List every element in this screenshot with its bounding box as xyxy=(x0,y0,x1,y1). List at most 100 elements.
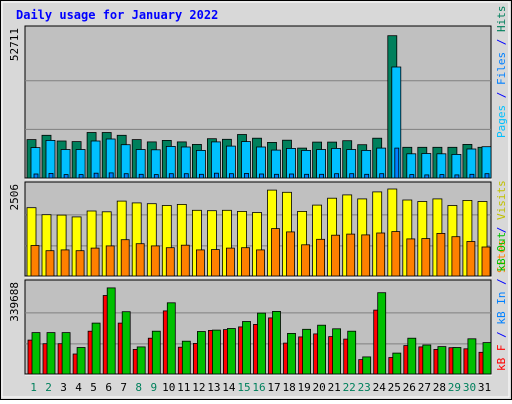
bar-sites-day-31 xyxy=(481,246,491,277)
bar-pages-day-7 xyxy=(123,173,129,179)
x-tick-label-9: 9 xyxy=(150,381,157,394)
legend-segment-0: Pages xyxy=(495,105,508,138)
bar-sites-day-25 xyxy=(391,231,401,277)
bar-sites-day-15 xyxy=(241,247,250,277)
bar-pages-day-21 xyxy=(334,173,340,179)
bar-pages-day-1 xyxy=(33,173,39,179)
legend-segment-0: Sites xyxy=(495,240,508,273)
bar-sites-day-29 xyxy=(451,236,461,277)
bar-files-day-27 xyxy=(421,153,432,179)
x-tick-label-27: 27 xyxy=(418,381,431,394)
legend-segment-2: kB In xyxy=(495,292,508,325)
bar-pages-day-10 xyxy=(168,173,174,179)
bar-sites-day-27 xyxy=(421,238,431,277)
x-tick-label-18: 18 xyxy=(282,381,295,394)
bar-files-day-14 xyxy=(225,145,236,179)
panels-group: 52711 Pages / Files / Hits 2506 Sites / Vis… xyxy=(8,6,508,376)
bar-sites-day-2 xyxy=(45,250,55,277)
bar-files-day-8 xyxy=(135,149,146,179)
x-tick-label-29: 29 xyxy=(448,381,461,394)
x-tick-label-25: 25 xyxy=(388,381,401,394)
bar-files-day-5 xyxy=(90,140,101,179)
bar-sites-day-7 xyxy=(120,239,130,277)
bar-files-day-13 xyxy=(210,141,221,179)
bar-pages-day-24 xyxy=(379,173,385,179)
bar-kb-out-day-8 xyxy=(136,346,146,375)
x-tick-label-4: 4 xyxy=(75,381,82,394)
legend-segment-1: / xyxy=(495,85,508,105)
x-tick-label-2: 2 xyxy=(45,381,52,394)
panel-top-legend: Pages / Files / Hits xyxy=(495,6,508,139)
bar-pages-day-8 xyxy=(138,173,144,179)
legend-segment-3: / xyxy=(495,272,508,292)
x-tick-label-16: 16 xyxy=(252,381,265,394)
bar-sites-day-22 xyxy=(346,233,356,277)
x-axis-labels: 1 2 3 4 5 6 7 8 9 10 11 12 13 14 15 16 17 18 19 20 21 22 23 24 2… xyxy=(30,381,491,394)
bar-pages-day-14 xyxy=(228,173,234,179)
x-tick-label-31: 31 xyxy=(478,381,491,394)
legend-segment-4: Hits xyxy=(495,6,508,33)
x-tick-label-3: 3 xyxy=(60,381,67,394)
bar-sites-day-14 xyxy=(225,247,235,277)
x-tick-label-15: 15 xyxy=(237,381,250,394)
bar-sites-day-20 xyxy=(316,238,326,277)
x-tick-label-23: 23 xyxy=(358,381,371,394)
bar-pages-day-25 xyxy=(394,147,400,179)
bar-kb-out-day-4 xyxy=(76,347,86,375)
panel-top-ymax-label: 52711 xyxy=(8,28,21,61)
bar-kb-out-day-27 xyxy=(422,344,432,375)
bar-kb-out-day-26 xyxy=(407,337,417,375)
bar-sites-day-23 xyxy=(361,234,371,277)
bar-files-day-7 xyxy=(120,144,131,179)
legend-segment-1: / xyxy=(495,325,508,345)
panel-middle-legend: Sites / Visits xyxy=(495,180,508,273)
bar-pages-day-13 xyxy=(213,172,219,179)
bar-pages-day-17 xyxy=(274,173,279,179)
bar-sites-day-19 xyxy=(301,244,311,277)
x-tick-label-13: 13 xyxy=(207,381,220,394)
bar-pages-day-19 xyxy=(304,173,310,179)
bar-sites-day-12 xyxy=(195,249,205,277)
bar-files-day-15 xyxy=(241,141,251,179)
bar-sites-day-18 xyxy=(286,231,295,277)
bar-sites-day-4 xyxy=(75,250,85,277)
legend-segment-2: Files xyxy=(495,52,508,85)
bar-sites-day-28 xyxy=(436,232,446,277)
bar-files-day-1 xyxy=(30,147,41,179)
bar-kb-out-day-13 xyxy=(211,329,221,375)
chart-title: Daily usage for January 2022 xyxy=(16,8,218,22)
bar-files-day-18 xyxy=(286,147,296,179)
bar-sites-day-8 xyxy=(135,243,145,277)
bar-files-day-2 xyxy=(45,139,56,179)
outer-frame-highlight xyxy=(1,1,510,398)
bar-files-day-20 xyxy=(316,149,327,179)
bar-pages-day-9 xyxy=(153,174,159,179)
legend-segment-0: kB F xyxy=(495,345,508,372)
bar-pages-day-31 xyxy=(484,173,490,179)
x-tick-label-26: 26 xyxy=(403,381,416,394)
bar-pages-day-15 xyxy=(244,172,249,179)
bar-sites-day-6 xyxy=(105,245,115,277)
bar-pages-day-16 xyxy=(259,173,264,179)
bar-kb-out-day-29 xyxy=(452,347,462,375)
x-tick-label-20: 20 xyxy=(312,381,325,394)
bar-pages-day-3 xyxy=(63,174,69,179)
bar-files-day-16 xyxy=(256,146,266,179)
bar-files-day-17 xyxy=(271,149,281,179)
bar-kb-out-day-24 xyxy=(377,292,387,375)
x-tick-label-22: 22 xyxy=(343,381,356,394)
panel-bottom-legend: kB F / kB In / kB Out xyxy=(495,232,508,371)
bar-files-day-6 xyxy=(105,138,116,179)
bar-kb-out-day-6 xyxy=(106,287,116,375)
bar-sites-day-5 xyxy=(90,247,100,277)
bar-kb-out-day-2 xyxy=(46,332,56,375)
bar-kb-out-day-22 xyxy=(347,330,357,375)
bar-kb-out-day-11 xyxy=(181,340,191,375)
bar-files-day-23 xyxy=(361,149,372,179)
bar-pages-day-20 xyxy=(319,173,325,179)
bar-sites-day-17 xyxy=(271,228,280,277)
legend-segment-1: / xyxy=(495,220,508,240)
bar-kb-out-day-14 xyxy=(226,328,236,375)
bar-kb-out-day-19 xyxy=(302,328,312,375)
